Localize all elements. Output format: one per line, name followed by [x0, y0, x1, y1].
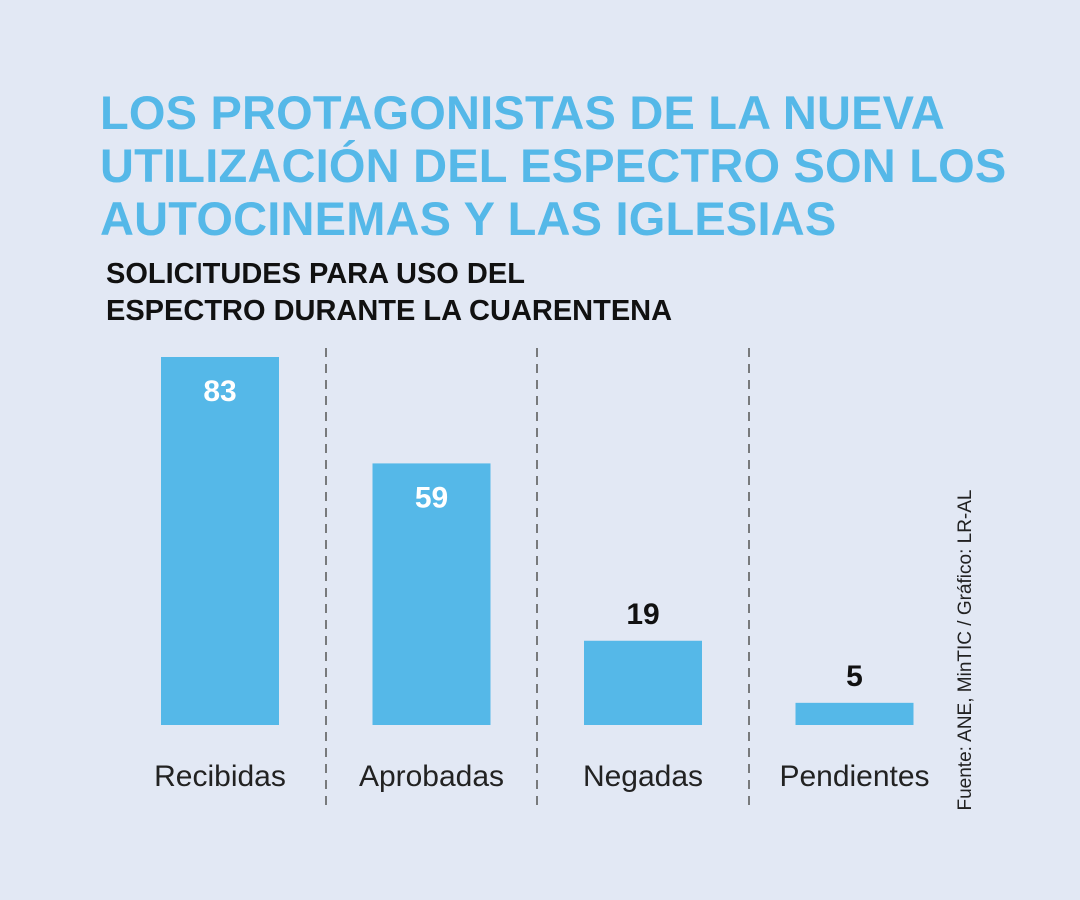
subtitle-line-1: SOLICITUDES PARA USO DEL: [106, 258, 525, 290]
category-label-pendientes: Pendientes: [779, 760, 929, 793]
bar-pendientes: [795, 702, 914, 725]
category-label-negadas: Negadas: [583, 760, 703, 793]
source-text: Fuente: ANE, MinTIC / Gráfico: LR-AL: [955, 489, 976, 811]
bar-aprobadas: [372, 463, 491, 725]
headline-line-3: AUTOCINEMAS Y LAS IGLESIAS: [100, 192, 837, 245]
bar-negadas: [584, 640, 702, 725]
subtitle-line-2: ESPECTRO DURANTE LA CUARENTENA: [106, 295, 673, 327]
headline-line-1: LOS PROTAGONISTAS DE LA NUEVA: [100, 86, 945, 139]
category-label-aprobadas: Aprobadas: [359, 760, 504, 793]
bar-recibidas: [161, 357, 279, 725]
chart-subtitle: SOLICITUDES PARA USO DEL ESPECTRO DURANT…: [106, 256, 672, 330]
value-label-negadas: 19: [626, 598, 659, 631]
headline-line-2: UTILIZACIÓN DEL ESPECTRO SON LOS: [100, 139, 1007, 192]
value-label-pendientes: 5: [846, 660, 863, 693]
chart-headline: LOS PROTAGONISTAS DE LA NUEVA UTILIZACIÓ…: [100, 86, 1040, 245]
value-label-recibidas: 83: [203, 375, 236, 408]
category-label-recibidas: Recibidas: [154, 760, 286, 793]
value-label-aprobadas: 59: [415, 481, 448, 514]
